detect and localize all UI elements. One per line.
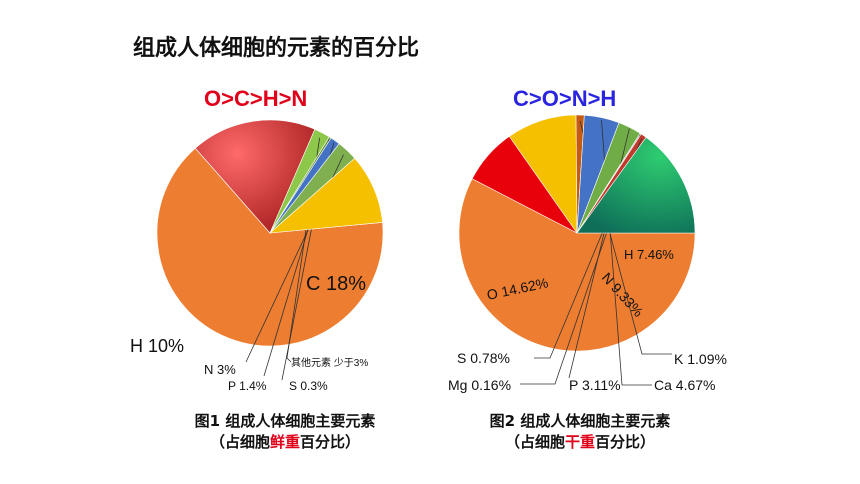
chart2-label-4: Ca 4.67% — [654, 377, 715, 393]
chart2-caption: 图2 组成人体细胞主要元素 （占细胞干重百分比） — [425, 410, 735, 452]
pie-chart-fresh-weight: 0 65%C 18%其他元素 少于3%S 0.3%P 1.4%N 3%H 10% — [130, 119, 384, 393]
chart1-slice-0 — [156, 147, 384, 347]
chart2-caption-highlight: 干重 — [564, 433, 595, 451]
chart2-caption-line2: （占细胞干重百分比） — [425, 431, 735, 452]
chart1-label-6: H 10% — [130, 336, 184, 356]
chart1-slice-6 — [269, 157, 383, 234]
chart2-caption-prefix: （占细胞 — [504, 433, 565, 451]
chart1-caption-suffix: 百分比） — [300, 433, 361, 451]
chart1-caption-line2: （占细胞鲜重百分比） — [130, 431, 440, 452]
chart2-order-text: C>O>N>H — [513, 86, 617, 111]
chart2-label-3: K 1.09% — [674, 351, 727, 367]
chart1-caption-highlight: 鲜重 — [269, 433, 300, 451]
chart1-label-4: P 1.4% — [228, 379, 267, 393]
pie-chart-dry-weight: C 55.99%H 7.46%N 9.33%K 1.09%Ca 4.67%P 3… — [448, 114, 727, 393]
chart2-label-6: Mg 0.16% — [448, 377, 511, 393]
chart2-slice-0 — [458, 178, 696, 352]
chart1-label-1: C 18% — [306, 273, 366, 295]
chart2-caption-line1: 图2 组成人体细胞主要元素 — [489, 412, 671, 430]
chart1-label-3: S 0.3% — [289, 379, 328, 393]
chart1-label-2: 其他元素 少于3% — [291, 356, 368, 369]
chart2-slice-8 — [576, 136, 696, 234]
chart1-order-text: O>C>H>N — [204, 86, 308, 111]
chart2-caption-suffix: 百分比） — [595, 433, 656, 451]
chart2-label-1: H 7.46% — [624, 247, 674, 262]
chart2-label-5: P 3.11% — [569, 377, 621, 393]
chart1-label-5: N 3% — [204, 362, 236, 377]
chart1-caption: 图1 组成人体细胞主要元素 （占细胞鲜重百分比） — [130, 410, 440, 452]
chart1-caption-line1: 图1 组成人体细胞主要元素 — [194, 412, 376, 430]
chart1-slice-1 — [194, 119, 316, 234]
page-title: 组成人体细胞的元素的百分比 — [133, 36, 420, 61]
chart1-caption-prefix: （占细胞 — [209, 433, 270, 451]
chart2-label-7: S 0.78% — [457, 350, 510, 366]
